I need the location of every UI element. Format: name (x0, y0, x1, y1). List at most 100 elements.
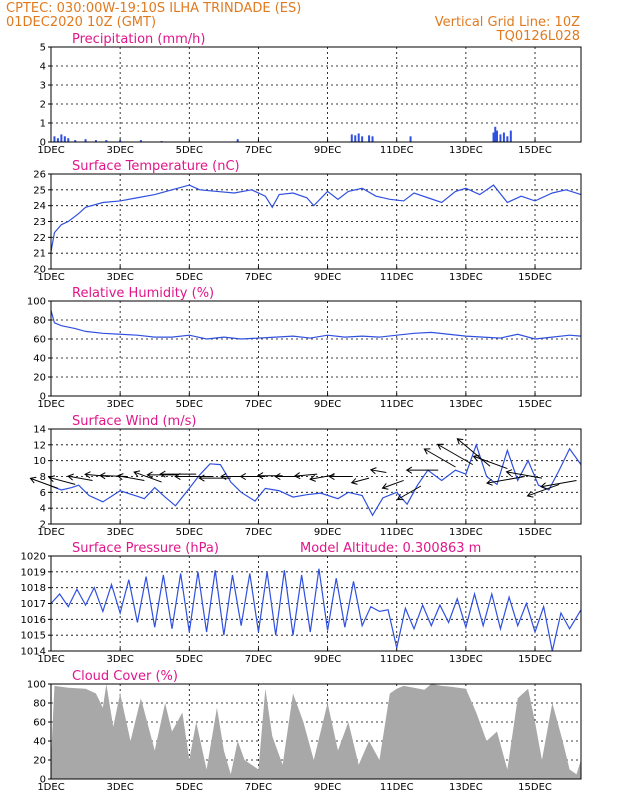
x-tick-label: 13DEC (449, 654, 483, 665)
wind-vector-arrow (48, 475, 76, 485)
y-tick-label: 2 (40, 100, 46, 111)
wind-vector-arrow (405, 466, 439, 474)
wind-vector-arrow (29, 476, 59, 489)
wind-vector-arrow (133, 470, 162, 483)
x-tick-label: 15DEC (518, 654, 552, 665)
x-tick-label: 15DEC (518, 145, 552, 156)
x-tick-label: 3DEC (106, 272, 133, 283)
header-grid-note: Vertical Grid Line: 10Z (434, 15, 580, 30)
panel-title: Surface Pressure (hPa) (72, 541, 219, 556)
x-tick-label: 1DEC (37, 272, 64, 283)
precip-bar (354, 135, 357, 142)
x-tick-label: 11DEC (380, 654, 414, 665)
precip-bar (371, 136, 374, 142)
x-tick-label: 9DEC (314, 782, 341, 793)
y-tick-label: 0 (40, 775, 46, 786)
y-tick-label: 80 (33, 316, 46, 327)
panel-title: Surface Wind (m/s) (72, 414, 196, 429)
precip-bar (495, 130, 498, 142)
precip-bar (119, 140, 122, 142)
panel-precip: 1DEC 3DEC 5DEC 7DEC 9DEC 11DEC 13DEC 15DEC 0 1 2 3 4… (37, 32, 582, 156)
y-tick-label: 2 (40, 520, 46, 531)
precip-bar (74, 140, 77, 142)
x-tick-label: 5DEC (176, 654, 203, 665)
x-tick-label: 9DEC (314, 527, 341, 538)
y-tick-label: 40 (33, 737, 46, 748)
x-tick-label: 9DEC (314, 272, 341, 283)
panel-pressure: 1DEC 3DEC 5DEC 7DEC 9DEC 11DEC 13DEC 15DEC 1014 1… (21, 541, 582, 665)
wind-vector-arrow (526, 483, 560, 498)
x-tick-label: 9DEC (314, 399, 341, 410)
x-tick-label: 13DEC (449, 145, 483, 156)
precip-bar (350, 134, 353, 142)
panel-title: Cloud Cover (%) (72, 669, 178, 684)
wind-vector-arrow (350, 477, 370, 485)
y-tick-label: 100 (27, 680, 46, 691)
wind-vector-arrow (116, 473, 145, 481)
y-tick-label: 20 (33, 756, 46, 767)
y-tick-label: 20 (33, 265, 46, 276)
precip-bar (56, 138, 59, 142)
x-tick-label: 15DEC (518, 527, 552, 538)
y-tick-label: 100 (27, 297, 46, 308)
panel-title: Precipitation (mm/h) (72, 32, 205, 47)
x-tick-label: 9DEC (314, 145, 341, 156)
y-tick-label: 0 (40, 138, 46, 149)
precip-bar (509, 130, 512, 142)
wind-vector-arrow (505, 469, 543, 479)
x-tick-label: 13DEC (449, 527, 483, 538)
panel-wind: 1DEC 3DEC 5DEC 7DEC 9DEC 11DEC 13DEC 15DEC 2 4 6 8 1… (29, 414, 582, 538)
precip-bar (105, 140, 108, 142)
precip-bar (357, 133, 360, 142)
header-line1: CPTEC: 030:00W-19:10S ILHA TRINDADE (ES) (6, 1, 302, 16)
wind-series-line (50, 442, 582, 517)
y-tick-label: 4 (40, 62, 46, 73)
header-model-code: TQ0126L028 (496, 29, 580, 44)
wind-vector-arrow (328, 472, 352, 481)
cloud-cover-area (51, 684, 581, 779)
x-tick-label: 3DEC (106, 782, 133, 793)
y-tick-label: 1016 (21, 615, 46, 626)
header-date: 01DEC2020 10Z (GMT) (6, 15, 157, 30)
precip-bar (60, 134, 63, 142)
wind-vector-arrow (423, 448, 456, 468)
y-tick-label: 1018 (21, 583, 46, 594)
wind-vector-arrow (159, 470, 197, 478)
y-tick-label: 1019 (21, 567, 46, 578)
x-tick-label: 1DEC (37, 145, 64, 156)
precip-bar (236, 139, 239, 142)
x-tick-label: 9DEC (314, 654, 341, 665)
x-tick-label: 11DEC (380, 399, 414, 410)
plot-frame (50, 555, 582, 652)
y-tick-label: 60 (33, 335, 46, 346)
y-tick-label: 22 (33, 233, 46, 244)
x-tick-label: 15DEC (518, 272, 552, 283)
precip-bar (502, 132, 505, 142)
x-tick-label: 5DEC (176, 527, 203, 538)
y-tick-label: 60 (33, 718, 46, 729)
panel-title: Surface Temperature (nC) (72, 159, 240, 174)
x-tick-label: 7DEC (245, 272, 272, 283)
plot-frame (50, 46, 582, 143)
x-tick-label: 1DEC (37, 527, 64, 538)
wind-vector-arrow (436, 443, 474, 466)
wind-vector-arrow (540, 479, 577, 490)
wind-vector-arrow (198, 474, 231, 482)
wind-vector-arrow (486, 476, 525, 486)
x-tick-label: 3DEC (106, 527, 133, 538)
wind-vector-arrow (472, 454, 508, 470)
y-tick-label: 14 (33, 425, 46, 436)
precip-bar (67, 138, 70, 142)
precip-bar (94, 140, 97, 142)
x-tick-label: 5DEC (176, 272, 203, 283)
wind-vector-arrow (174, 472, 214, 481)
y-tick-label: 1 (40, 119, 46, 130)
x-tick-label: 5DEC (176, 145, 203, 156)
x-tick-label: 15DEC (518, 782, 552, 793)
y-tick-label: 0 (40, 392, 46, 403)
x-tick-label: 1DEC (37, 782, 64, 793)
x-tick-label: 5DEC (176, 399, 203, 410)
y-tick-label: 26 (33, 170, 46, 181)
x-tick-label: 11DEC (380, 145, 414, 156)
